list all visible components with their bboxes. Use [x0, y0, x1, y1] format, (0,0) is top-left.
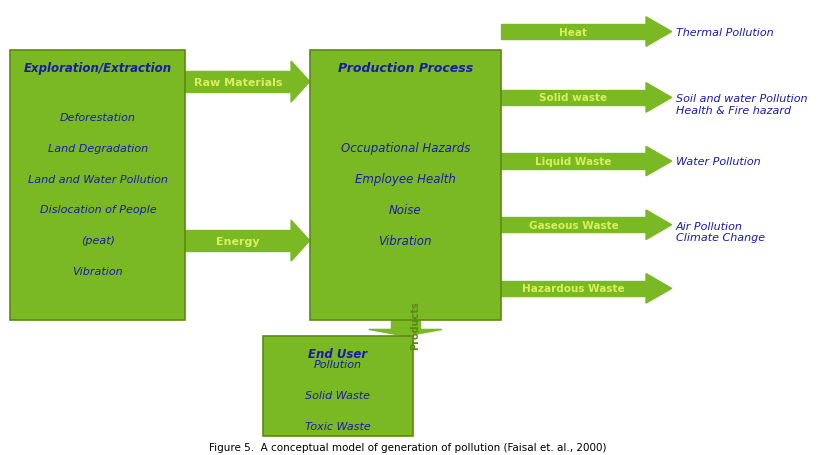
FancyBboxPatch shape	[309, 51, 501, 320]
Text: Hazardous Waste: Hazardous Waste	[522, 284, 624, 294]
Text: Figure 5.  A conceptual model of generation of pollution (Faisal et. al., 2000): Figure 5. A conceptual model of generati…	[208, 442, 606, 452]
Text: Noise: Noise	[389, 203, 421, 217]
FancyBboxPatch shape	[11, 51, 186, 320]
Polygon shape	[646, 274, 671, 303]
Polygon shape	[186, 231, 291, 252]
Text: Products: Products	[410, 301, 420, 349]
Text: Occupational Hazards: Occupational Hazards	[340, 142, 470, 155]
Text: Vibration: Vibration	[379, 234, 432, 248]
FancyBboxPatch shape	[263, 336, 413, 436]
Text: Gaseous Waste: Gaseous Waste	[528, 220, 619, 230]
Polygon shape	[646, 83, 671, 113]
Text: Exploration/Extraction: Exploration/Extraction	[23, 62, 172, 75]
Text: Land and Water Pollution: Land and Water Pollution	[28, 174, 168, 184]
Text: Deforestation: Deforestation	[60, 112, 135, 122]
Polygon shape	[390, 320, 420, 330]
Polygon shape	[646, 211, 671, 240]
Text: Vibration: Vibration	[73, 267, 123, 277]
Text: Water Pollution: Water Pollution	[675, 157, 760, 167]
Polygon shape	[501, 91, 646, 106]
Polygon shape	[501, 154, 646, 169]
Text: Heat: Heat	[559, 27, 588, 37]
Text: Thermal Pollution: Thermal Pollution	[675, 27, 773, 37]
Polygon shape	[646, 18, 671, 47]
Polygon shape	[646, 147, 671, 177]
Text: Employee Health: Employee Health	[354, 173, 456, 186]
Polygon shape	[291, 221, 309, 262]
Text: (peat): (peat)	[81, 236, 115, 246]
Polygon shape	[369, 330, 442, 336]
Text: Solid Waste: Solid Waste	[305, 390, 370, 400]
Polygon shape	[501, 217, 646, 233]
Text: Toxic Waste: Toxic Waste	[305, 421, 370, 431]
Text: Pollution: Pollution	[314, 359, 362, 369]
Polygon shape	[186, 72, 291, 93]
Text: Land Degradation: Land Degradation	[48, 143, 148, 153]
Text: Energy: Energy	[217, 236, 260, 246]
Polygon shape	[501, 281, 646, 296]
Polygon shape	[291, 62, 309, 103]
Text: Air Pollution
Climate Change: Air Pollution Climate Change	[675, 221, 765, 243]
Text: End User: End User	[308, 348, 367, 361]
Text: Dislocation of People: Dislocation of People	[39, 205, 156, 215]
Polygon shape	[501, 25, 646, 40]
Text: Liquid Waste: Liquid Waste	[535, 157, 612, 167]
Text: Solid waste: Solid waste	[539, 93, 608, 103]
Text: Production Process: Production Process	[338, 62, 473, 75]
Text: Raw Materials: Raw Materials	[194, 77, 283, 87]
Text: Soil and water Pollution
Health & Fire hazard: Soil and water Pollution Health & Fire h…	[675, 94, 808, 116]
